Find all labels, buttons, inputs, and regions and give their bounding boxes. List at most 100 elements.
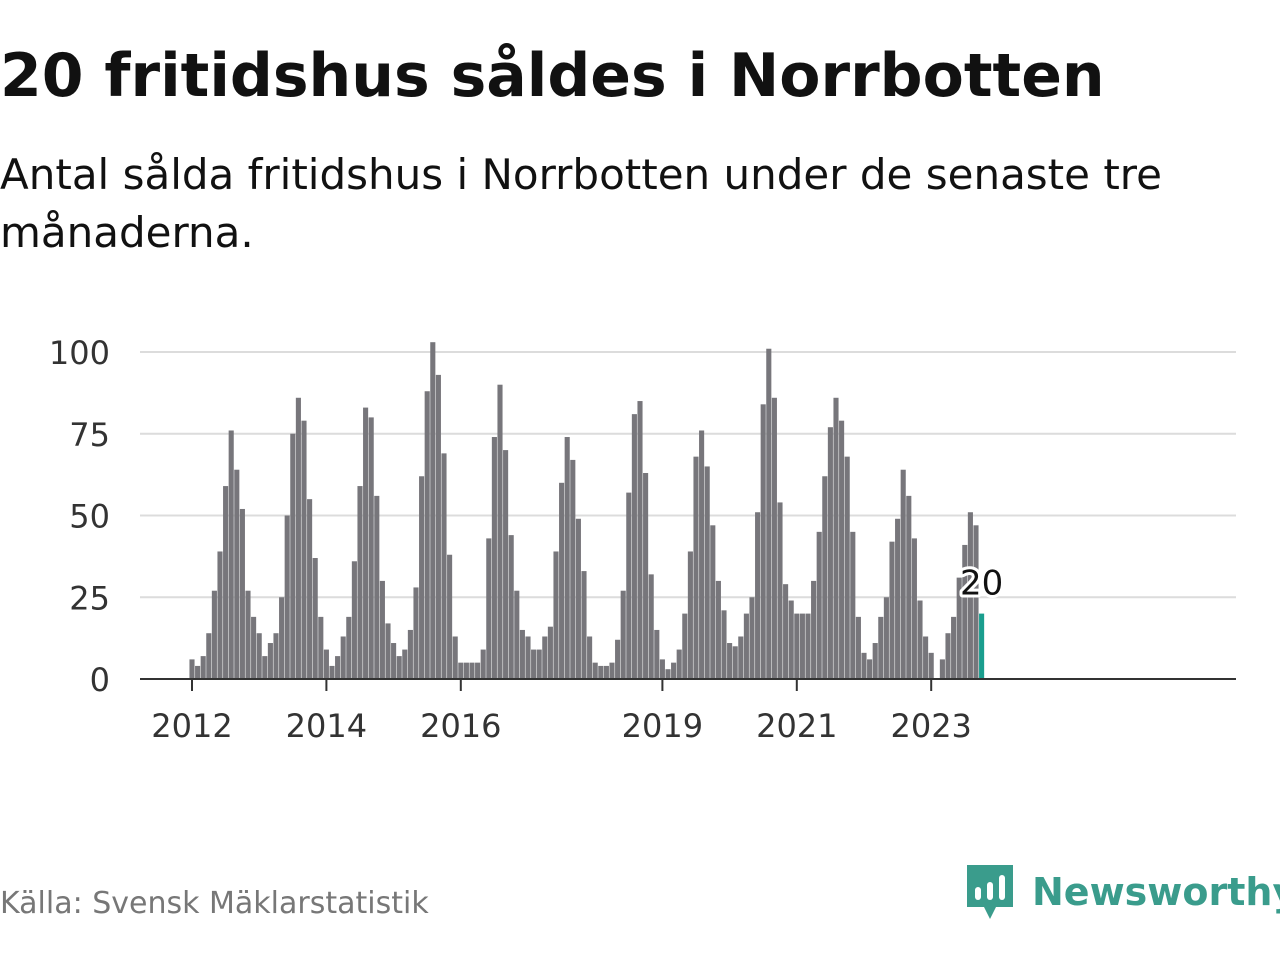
bar: [234, 469, 240, 679]
bar: [816, 531, 822, 679]
bar: [693, 456, 699, 679]
bar: [284, 515, 290, 679]
bar: [581, 571, 587, 679]
bar: [626, 492, 632, 679]
bar: [945, 633, 951, 679]
bar: [223, 486, 229, 679]
bar: [911, 538, 917, 679]
bar: [788, 600, 794, 679]
bar: [682, 613, 688, 679]
bar: [749, 597, 755, 679]
y-tick-label: 50: [69, 498, 110, 536]
source-note: Källa: Svensk Mäklarstatistik: [0, 886, 429, 921]
bar: [279, 597, 285, 679]
bar: [850, 531, 856, 679]
bar: [956, 577, 962, 679]
x-tick-label: 2016: [420, 707, 501, 745]
bar: [547, 626, 553, 679]
bar: [721, 610, 727, 679]
y-tick-label: 0: [90, 661, 110, 699]
bar: [592, 662, 598, 679]
bar: [699, 430, 705, 679]
bar: [962, 544, 968, 679]
bar: [251, 616, 257, 679]
bar: [374, 495, 380, 679]
bar: [609, 662, 615, 679]
bar: [307, 499, 313, 679]
bar: [290, 433, 296, 679]
bar: [351, 561, 357, 679]
bar: [391, 643, 397, 679]
brand-name: Newsworthy: [1032, 870, 1280, 914]
bar: [525, 636, 531, 679]
bar: [363, 407, 369, 679]
bar: [631, 414, 637, 679]
bar: [883, 597, 889, 679]
bar: [878, 616, 884, 679]
bar: [889, 541, 895, 679]
newsworthy-logo-icon: [967, 865, 1013, 919]
bar: [872, 643, 878, 679]
bar: [491, 437, 497, 679]
bar: [206, 633, 212, 679]
bar: [771, 397, 777, 679]
bar: [855, 616, 861, 679]
bar: [799, 613, 805, 679]
bar: [469, 662, 475, 679]
bar-chart: 0 25 50 75 100 2012 2014 2016 2019 2021 2023 20: [49, 334, 1236, 745]
bar: [402, 649, 408, 679]
bar: [245, 590, 251, 679]
bar: [951, 616, 957, 679]
bar: [906, 495, 912, 679]
bar: [239, 508, 245, 679]
bar: [615, 639, 621, 679]
bar: [514, 590, 520, 679]
bar: [497, 384, 503, 679]
bar: [559, 482, 565, 679]
bar: [973, 525, 979, 679]
bar: [228, 430, 234, 679]
bar: [665, 669, 671, 679]
bar: [827, 427, 833, 679]
bar: [323, 649, 329, 679]
x-tick-label: 2014: [286, 707, 367, 745]
bar: [743, 613, 749, 679]
bar: [396, 656, 402, 679]
bar: [715, 580, 721, 679]
bar: [575, 518, 581, 679]
bar: [480, 649, 486, 679]
chart-subtitle: Antal sålda fritidshus i Norrbotten unde…: [0, 150, 1162, 257]
bar: [435, 374, 441, 679]
bar: [659, 659, 665, 679]
bar: [844, 456, 850, 679]
bar: [531, 649, 537, 679]
chart-title: 20 fritidshus såldes i Norrbotten: [0, 41, 1105, 111]
bar: [379, 580, 385, 679]
bar: [783, 584, 789, 679]
x-tick-label: 2023: [890, 707, 971, 745]
bar: [536, 649, 542, 679]
bar: [357, 486, 363, 679]
bar: [654, 629, 660, 679]
bar: [295, 397, 301, 679]
bar: [867, 659, 873, 679]
bar: [267, 643, 273, 679]
bar: [475, 662, 481, 679]
bar: [447, 554, 453, 679]
bar: [385, 623, 391, 679]
bar: [794, 613, 800, 679]
bar: [273, 633, 279, 679]
bar: [895, 518, 901, 679]
bar: [329, 665, 335, 679]
bar: [755, 512, 761, 679]
bar: [318, 616, 324, 679]
bar: [777, 502, 783, 679]
bar: [458, 662, 464, 679]
bar: [928, 652, 934, 679]
bar: [738, 636, 744, 679]
bar: [419, 476, 425, 679]
brand[interactable]: Newsworthy: [964, 862, 1280, 922]
x-tick-label: 2021: [756, 707, 837, 745]
bar: [704, 466, 710, 679]
bar: [861, 652, 867, 679]
